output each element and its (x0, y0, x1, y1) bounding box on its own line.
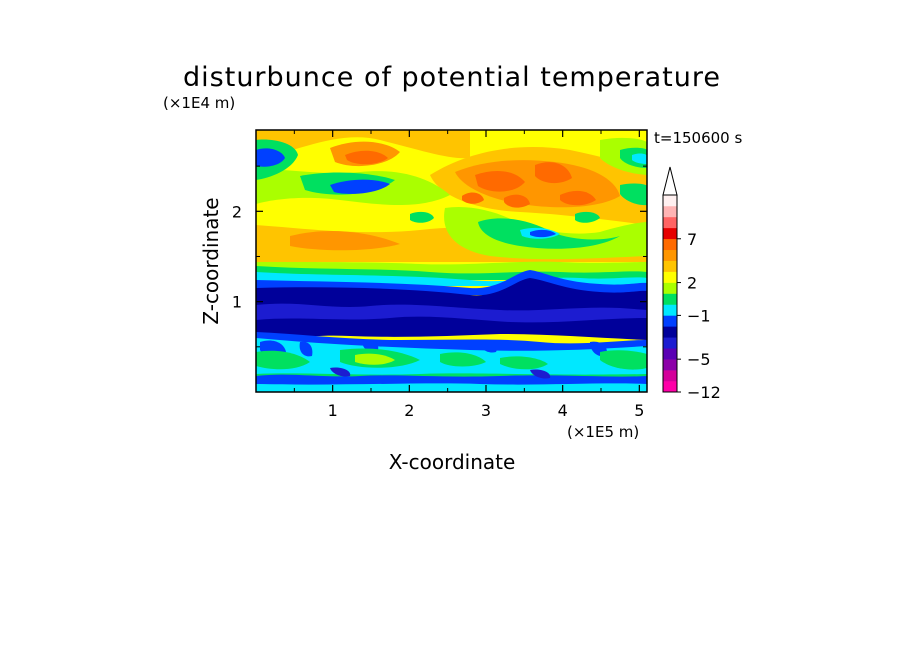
contour-region (560, 190, 596, 206)
x-tick-label: 3 (481, 401, 491, 420)
plot-frame (255, 129, 648, 393)
contour-region (462, 192, 484, 204)
colorbar-swatch (663, 216, 677, 229)
colorbar-swatch (663, 359, 677, 371)
colorbar: 7 2 −1 −5 −12 (662, 166, 721, 402)
colorbar-swatch (663, 370, 677, 382)
colorbar-swatch (663, 326, 677, 338)
colorbar-swatch (663, 249, 677, 261)
contour-region (355, 353, 395, 365)
y-tick-label: 2 (232, 202, 242, 221)
contour-region (530, 229, 556, 238)
y-axis: 12 (232, 165, 647, 348)
contour-region (480, 339, 498, 353)
contour-region (256, 303, 647, 323)
y-unit-label: (×1E4 m) (163, 94, 235, 112)
contour-region (256, 130, 470, 160)
contour-region (256, 148, 285, 167)
x-tick-label: 1 (328, 401, 338, 420)
contour-region (410, 211, 434, 223)
contour-region (632, 153, 647, 164)
contour-region (504, 194, 530, 208)
x-unit-label: (×1E5 m) (567, 423, 639, 441)
colorbar-label: 7 (687, 230, 697, 249)
y-tick-label: 1 (232, 293, 242, 312)
contour-region (256, 384, 647, 392)
x-tick-label: 2 (404, 401, 414, 420)
colorbar-swatch (663, 282, 677, 294)
time-label: t=150600 s (654, 129, 742, 147)
contour-region (299, 341, 313, 357)
contour-region (535, 162, 572, 184)
colorbar-frame (662, 194, 678, 393)
contour-region (440, 352, 486, 367)
contour-region (290, 230, 400, 251)
colorbar-swatch (663, 227, 677, 240)
colorbar-swatch (663, 315, 677, 327)
contour-region (620, 183, 647, 206)
contour-region (330, 179, 390, 194)
colorbar-swatch (663, 260, 677, 272)
colorbar-label: −1 (687, 306, 711, 325)
colorbar-swatch (663, 271, 677, 283)
colorbar-label: −12 (687, 383, 721, 402)
colorbar-swatch (663, 205, 677, 218)
x-axis: 1 2 3 4 5 (293, 130, 644, 420)
contour-region (575, 211, 600, 223)
colorbar-swatch (663, 348, 677, 360)
colorbar-label: 2 (687, 274, 697, 293)
y-axis-label: Z-coordinate (199, 197, 223, 324)
contour-region (256, 350, 310, 370)
x-tick-label: 5 (634, 401, 644, 420)
chart-title: disturbunce of potential temperature (183, 62, 721, 93)
colorbar-swatch (663, 304, 677, 316)
contour-region (475, 170, 525, 192)
x-tick-label: 4 (558, 401, 568, 420)
contour-region (345, 150, 388, 165)
colorbar-swatch (663, 381, 677, 393)
contour-field (256, 130, 647, 392)
colorbar-swatch (663, 293, 677, 305)
contour-region (330, 367, 351, 377)
colorbar-swatch (663, 195, 677, 207)
colorbar-swatch (663, 238, 677, 251)
x-axis-label: X-coordinate (389, 450, 516, 474)
colorbar-label: −5 (687, 350, 711, 369)
colorbar-arrow (662, 166, 678, 196)
colorbar-swatch (663, 337, 677, 349)
contour-region (530, 369, 551, 379)
contour-region (600, 350, 647, 370)
contour-region (500, 356, 548, 370)
